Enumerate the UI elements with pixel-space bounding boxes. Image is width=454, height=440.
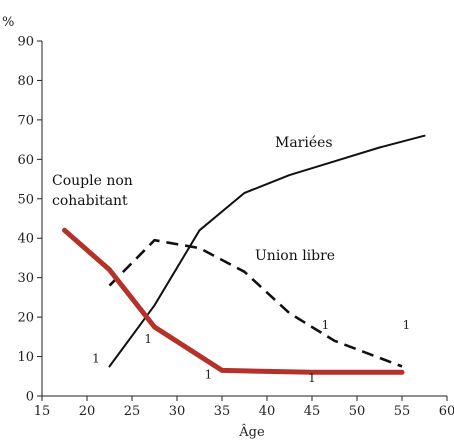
x-tick-label: 60: [439, 404, 454, 419]
y-tick-label: 10: [17, 350, 34, 365]
x-tick-label: 35: [214, 404, 231, 419]
series-line-union-libre: [108, 238, 403, 368]
series-layer: [62, 134, 426, 375]
series-line-mari-es: [108, 134, 426, 368]
annotation-marker: 1: [308, 371, 316, 385]
x-tick-label: 30: [169, 404, 186, 419]
x-tick-label: 20: [79, 404, 96, 419]
y-tick-label: 80: [17, 74, 34, 89]
y-tick-label: 90: [17, 35, 34, 50]
y-tick-label: 50: [17, 192, 34, 207]
y-tick-label: 30: [17, 271, 34, 286]
series-label-union-libre: Union libre: [255, 248, 335, 264]
x-axis-label: Âge: [238, 424, 265, 440]
annotation-marker: 1: [322, 318, 330, 332]
x-tick-label: 45: [304, 404, 321, 419]
annotation-marker: 1: [205, 367, 213, 381]
x-tick-label: 25: [124, 404, 141, 419]
y-tick-label: 70: [17, 113, 34, 128]
y-tick-label: 40: [17, 232, 34, 247]
y-unit-label: %: [2, 15, 14, 30]
series-label-couple-line2: cohabitant: [52, 193, 128, 209]
annotation-layer: 1 1 1 1 1 1: [92, 318, 410, 385]
series-label-couple-line1: Couple non: [52, 173, 133, 189]
annotation-marker: 1: [144, 332, 152, 346]
annotation-marker: 1: [92, 351, 100, 365]
x-tick-label: 40: [259, 404, 276, 419]
annotation-marker: 1: [403, 318, 411, 332]
x-tick-label: 50: [349, 404, 366, 419]
series-line-couple-non-cohabitant: [62, 227, 405, 375]
x-tick-label: 55: [394, 404, 411, 419]
y-tick-label: 0: [26, 390, 34, 405]
y-tick-label: 60: [17, 153, 34, 168]
x-tick-label: 15: [34, 404, 51, 419]
series-label-mariees: Mariées: [275, 135, 333, 151]
y-axis-ticks: 0 10 20 30 40 50 60 70 80 90: [17, 35, 42, 405]
y-tick-label: 20: [17, 311, 34, 326]
x-axis-ticks: 15 20 25 30 35 40 45 50 55 60: [34, 396, 454, 419]
